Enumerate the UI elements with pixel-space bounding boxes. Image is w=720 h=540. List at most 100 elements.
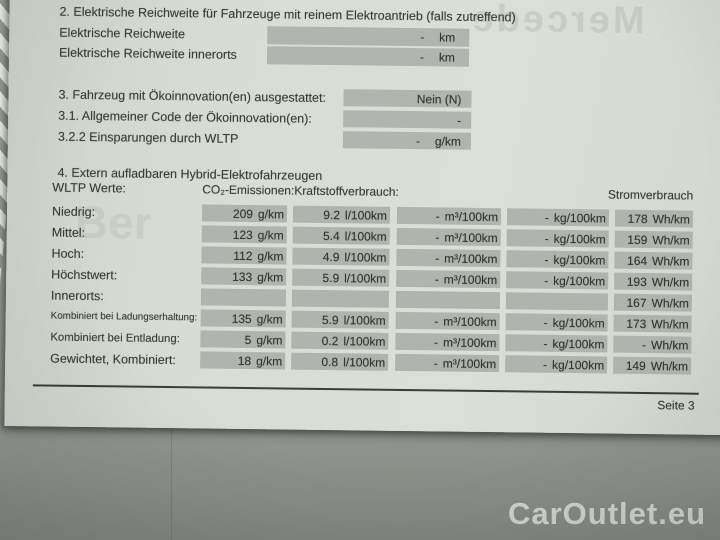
caroutlet-watermark: CarOutlet.eu [507, 496, 706, 531]
cell-value: - [543, 315, 548, 330]
cell-value: 5 [244, 332, 252, 347]
cell-unit: g/km [256, 332, 283, 347]
label-ecoinnovation-equipped: 3. Fahrzeug mit Ökoinnovation(en) ausges… [58, 87, 327, 105]
cell-unit: m³/100km [444, 229, 498, 245]
cell-lpg: - kg/100km [505, 355, 608, 374]
cell-lpg: - kg/100km [505, 334, 608, 353]
cell-value: 178 [627, 211, 648, 226]
row-label: Höchstwert: [51, 267, 118, 282]
wltp-values-table: Niedrig: 209 g/km 9.2 l/100km - m³/100km -k… [50, 203, 694, 379]
cell-electric: 164 Wh/km [614, 251, 693, 270]
desk-seam [171, 420, 172, 540]
cell-unit: kg/100km [553, 210, 607, 226]
cell-gas: - m³/100km [395, 332, 500, 352]
cell-co2: 135 g/km [200, 309, 286, 328]
cell-co2: 209 g/km [201, 204, 288, 223]
cell-unit: g/km [257, 227, 284, 242]
cell-value: - [433, 355, 438, 370]
cell-fuel [291, 289, 390, 308]
field-electric-range-city: - km [266, 46, 470, 67]
label-electric-range: Elektrische Reichweite [59, 25, 186, 42]
document-page: Mercede Ber 2. Elektrische Reichweite fü… [4, 0, 720, 436]
cell-value: 167 [626, 295, 647, 310]
cell-fuel: 4.9 l/100km [292, 247, 390, 266]
cell-value: - [433, 334, 439, 349]
cell-value: 5.9 [322, 270, 340, 285]
cell-unit: Wh/km [650, 358, 689, 374]
cell-lpg: - kg/100km [506, 229, 609, 248]
cell-gas [395, 290, 501, 310]
cell-gas: - m³/100km [396, 227, 501, 247]
cell-unit: l/100km [343, 354, 386, 370]
cell-lpg: - kg/100km [506, 250, 609, 269]
cell-unit: l/100km [344, 228, 387, 244]
cell-value: 164 [626, 253, 648, 268]
cell-electric: 178 Wh/km [614, 209, 694, 228]
field-wltp-savings: - g/km [342, 131, 472, 150]
cell-value: 159 [627, 232, 648, 247]
cell-value: 123 [232, 227, 253, 242]
cell-value: 149 [625, 358, 646, 373]
cell-unit: Wh/km [651, 295, 690, 311]
cell-gas: - m³/100km [396, 269, 501, 289]
field-unit: g/km [434, 133, 462, 149]
cell-value: - [434, 271, 439, 286]
cell-value: 5.4 [322, 228, 340, 243]
cell-value: 173 [626, 316, 647, 331]
cell-unit: g/km [256, 311, 283, 326]
cell-fuel: 0.8 l/100km [291, 352, 389, 371]
row-label: Kombiniert bei Entladung: [50, 331, 180, 345]
cell-unit: m³/100km [443, 313, 497, 329]
cell-fuel: 5.9 l/100km [291, 310, 389, 329]
cell-value: 112 [233, 248, 253, 263]
cell-fuel: 9.2 l/100km [292, 205, 391, 224]
cell-unit: m³/100km [444, 208, 499, 224]
cell-value: 135 [231, 311, 252, 326]
label-ecoinnovation-code: 3.1. Allgemeiner Code der Ökoinnovation(… [58, 108, 312, 126]
cell-unit: Wh/km [652, 253, 690, 269]
cell-lpg [505, 292, 609, 311]
cell-unit: m³/100km [442, 334, 497, 350]
cell-value: - [435, 229, 440, 244]
cell-gas: - m³/100km [396, 206, 502, 226]
cell-co2 [200, 288, 287, 307]
table-row-gewichtet-kombiniert: Gewichtet, Kombiniert: 18 g/km 0.8 l/100km… [50, 350, 692, 375]
cell-gas: - m³/100km [395, 311, 500, 331]
field-unit: km [439, 30, 456, 45]
cell-value: 133 [232, 269, 253, 284]
cell-gas: - m³/100km [395, 353, 500, 373]
cell-lpg: - kg/100km [506, 271, 609, 290]
cell-unit: l/100km [343, 312, 386, 328]
cell-value: - [544, 210, 550, 225]
field-electric-range: - km [267, 26, 470, 47]
cell-electric: 167 Wh/km [613, 293, 693, 312]
cell-unit: Wh/km [651, 316, 689, 332]
cell-unit: Wh/km [651, 274, 690, 290]
cell-unit: kg/100km [552, 357, 605, 372]
cell-value: - [543, 336, 548, 351]
cell-unit: kg/100km [552, 336, 605, 351]
field-ecoinnovation-code: - [343, 110, 472, 129]
cell-value: 5.9 [321, 312, 339, 327]
cell-unit: m³/100km [443, 271, 498, 287]
cell-unit: kg/100km [553, 231, 606, 247]
cell-fuel: 0.2 l/100km [291, 331, 389, 350]
cell-value: 209 [232, 206, 254, 221]
cell-unit: Wh/km [650, 337, 689, 353]
cell-co2: 123 g/km [201, 225, 287, 244]
cell-unit: l/100km [343, 333, 386, 349]
cell-lpg: - kg/100km [505, 313, 608, 332]
row-label: Innerorts: [50, 288, 104, 303]
cell-fuel: 5.4 l/100km [292, 226, 390, 245]
row-label: Mittel: [51, 225, 86, 240]
cell-co2: 5 g/km [200, 330, 286, 349]
cell-unit: g/km [257, 269, 284, 284]
cell-value: 0.2 [321, 333, 339, 348]
cell-electric: 159 Wh/km [614, 230, 693, 249]
row-label: Gewichtet, Kombiniert: [50, 351, 177, 367]
cell-value: - [435, 250, 440, 265]
row-label: Hoch: [51, 246, 85, 261]
cell-value: 18 [237, 353, 252, 368]
footer-rule [32, 384, 699, 395]
cell-electric: - Wh/km [613, 335, 692, 354]
